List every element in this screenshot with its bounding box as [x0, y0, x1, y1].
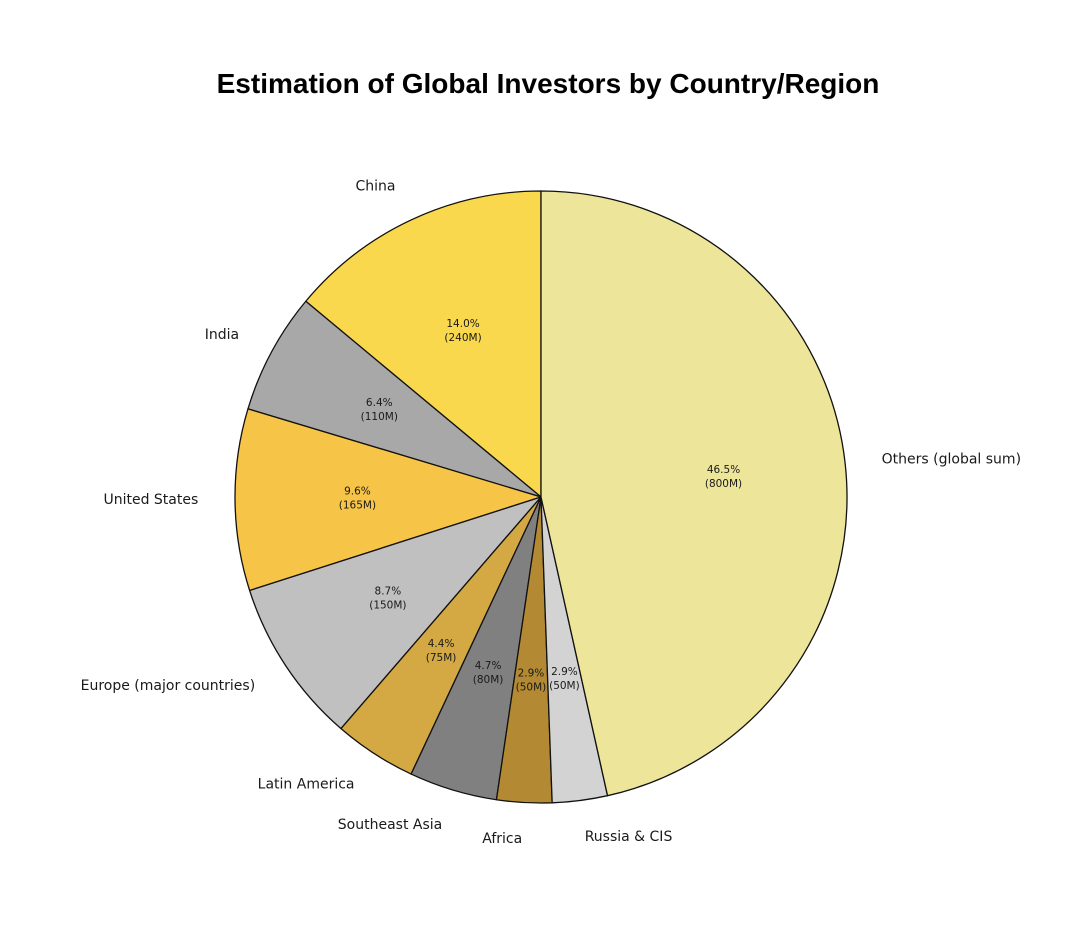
value-label-southeast-asia: (80M) — [473, 674, 504, 686]
percent-label-india: 6.4% — [366, 397, 393, 409]
slice-label-africa: Africa — [482, 831, 522, 847]
slice-label-russia-cis: Russia & CIS — [585, 829, 673, 845]
value-label-india: (110M) — [361, 411, 398, 423]
slice-label-latin-america: Latin America — [258, 777, 355, 793]
slice-label-united-states: United States — [103, 492, 198, 508]
pie-slice-india — [247, 300, 542, 498]
value-label-united-states: (165M) — [339, 500, 376, 512]
percent-labels: 14.0% (240M) 6.4% (110M) 9.6% (165M) 8.7% (150M… — [339, 318, 742, 694]
chart-title: Estimation of Global Investors by Countr… — [216, 68, 880, 99]
percent-label-united-states: 9.6% — [344, 486, 371, 498]
percent-label-others-global-sum: 46.5% — [707, 464, 740, 476]
pie-slice-china — [305, 190, 542, 498]
pie-slice-others-global-sum — [540, 190, 848, 797]
pie-slice-europe-major-countries — [248, 496, 542, 730]
value-label-china: (240M) — [444, 332, 481, 344]
percent-label-southeast-asia: 4.7% — [475, 660, 502, 672]
slice-labels: China India United States Europe (major cou… — [81, 179, 1021, 848]
slice-label-others-global-sum: Others (global sum) — [882, 452, 1021, 468]
percent-label-latin-america: 4.4% — [428, 638, 455, 650]
percent-label-russia-cis: 2.9% — [551, 666, 578, 678]
value-label-others-global-sum: (800M) — [705, 478, 742, 490]
percent-label-africa: 2.9% — [518, 667, 545, 679]
percent-label-europe-major-countries: 8.7% — [375, 585, 402, 597]
percent-label-china: 14.0% — [446, 318, 479, 330]
value-label-europe-major-countries: (150M) — [369, 599, 406, 611]
value-label-russia-cis: (50M) — [549, 680, 580, 692]
slice-label-china: China — [356, 179, 396, 195]
slice-label-europe-major-countries: Europe (major countries) — [81, 678, 256, 694]
slice-label-india: India — [205, 327, 239, 343]
pie-slices — [234, 190, 848, 804]
value-label-latin-america: (75M) — [426, 652, 457, 664]
value-label-africa: (50M) — [516, 681, 547, 693]
slice-label-southeast-asia: Southeast Asia — [338, 817, 442, 833]
pie-slice-united-states — [234, 408, 542, 592]
